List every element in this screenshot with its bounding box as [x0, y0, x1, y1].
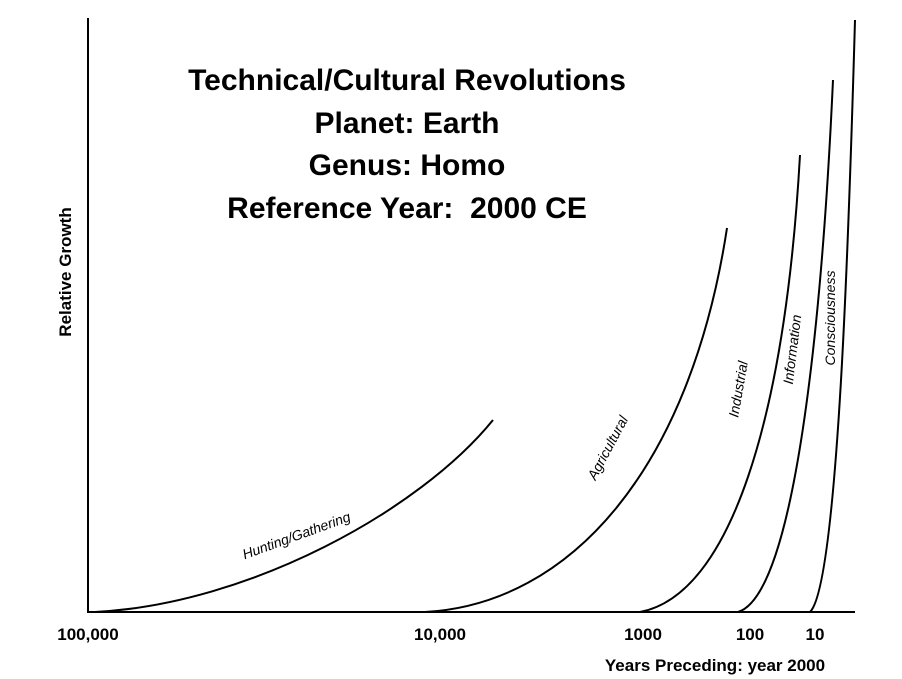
- x-axis-label: Years Preceding: year 2000: [605, 656, 825, 675]
- axes: [87, 18, 855, 613]
- curve: [639, 154, 801, 613]
- x-tick-label: 10,000: [414, 625, 466, 644]
- title-line: Planet: Earth: [314, 107, 499, 140]
- x-tick-label: 100: [736, 625, 764, 644]
- curve: [94, 419, 494, 613]
- title-line: Genus: Homo: [309, 149, 506, 182]
- curve-label: Agricultural: [584, 412, 632, 483]
- title-line: Reference Year: 2000 CE: [227, 192, 587, 225]
- curve: [737, 79, 834, 613]
- x-tick-label: 100,000: [57, 625, 118, 644]
- x-tick-label: 1000: [624, 625, 662, 644]
- curve: [809, 19, 856, 613]
- x-tick-label: 10: [806, 625, 825, 644]
- curve-label: Consciousness: [822, 271, 838, 366]
- title-line: Technical/Cultural Revolutions: [188, 64, 626, 97]
- curve-label: Hunting/Gathering: [240, 508, 352, 562]
- y-axis-label: Relative Growth: [56, 207, 75, 336]
- curve-label: Industrial: [725, 359, 751, 419]
- curve: [424, 227, 728, 613]
